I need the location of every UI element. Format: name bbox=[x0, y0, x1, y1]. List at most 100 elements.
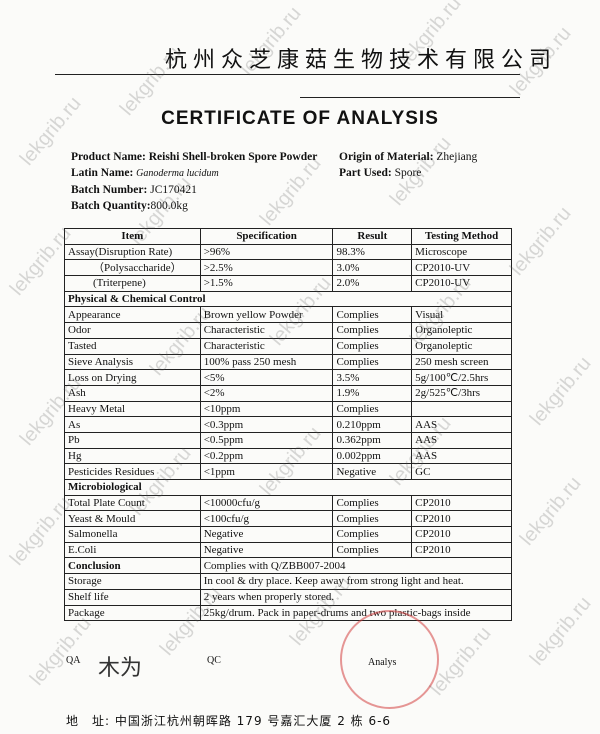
analyst-label: Analys bbox=[368, 657, 397, 668]
table-cell: Total Plate Count bbox=[64, 494, 201, 512]
table-cell: 3.5% bbox=[332, 369, 413, 386]
table-row: Total Plate Count <10000cfu/g Complies CP20… bbox=[64, 494, 512, 512]
table-cell: Heavy Metal bbox=[64, 400, 201, 418]
table-cell: Package bbox=[64, 604, 201, 622]
table-cell: Shelf life bbox=[64, 588, 201, 606]
company-name: 杭州众芝康菇生物技术有限公司 bbox=[165, 48, 558, 73]
table-cell: CP2010 bbox=[411, 510, 512, 528]
table-row: Pb <0.5ppm 0.362ppm AAS bbox=[64, 431, 512, 449]
table-cell: Tasted bbox=[64, 337, 201, 355]
table-cell: 2g/525℃/3hrs bbox=[411, 384, 512, 402]
watermark: lekgrib.ru bbox=[505, 202, 576, 280]
table-row: As <0.3ppm 0.210ppm AAS bbox=[64, 416, 512, 433]
watermark: lekgrib.ru bbox=[525, 352, 596, 430]
label: Origin of Material: bbox=[339, 151, 434, 163]
table-cell: Hg bbox=[64, 447, 201, 465]
table-row: Package 25kg/drum. Pack in paper-drums an… bbox=[64, 604, 513, 622]
column-header: Testing Method bbox=[411, 228, 512, 245]
latin-name: Ganoderma lucidum bbox=[136, 168, 219, 179]
table-cell: Complies bbox=[332, 337, 413, 355]
table-cell: Characteristic bbox=[199, 337, 334, 355]
table-cell: <0.5ppm bbox=[199, 431, 334, 449]
watermark: lekgrib.ru bbox=[25, 612, 96, 690]
qa-label: QA bbox=[66, 655, 81, 666]
table-cell: <0.2ppm bbox=[199, 447, 334, 465]
table-cell: Complies bbox=[332, 541, 413, 559]
label: Part Used: bbox=[339, 167, 392, 179]
origin: Zhejiang bbox=[436, 151, 478, 163]
table-cell: 100% pass 250 mesh bbox=[199, 353, 334, 371]
analysis-table: Item Specification Result Testing Method As… bbox=[64, 228, 513, 622]
table-cell: Complies bbox=[332, 306, 413, 324]
table-cell: <2% bbox=[199, 384, 334, 402]
table-cell: Conclusion bbox=[64, 557, 201, 575]
table-cell: Complies bbox=[332, 353, 413, 371]
table-cell: As bbox=[64, 416, 201, 433]
table-cell: Complies bbox=[332, 526, 413, 543]
table-cell: Characteristic bbox=[199, 322, 334, 339]
table-row: Storage In cool & dry place. Keep away fr… bbox=[64, 573, 513, 590]
table-cell: Physical & Chemical Control bbox=[64, 290, 512, 308]
watermark: lekgrib.ru bbox=[515, 472, 586, 550]
table-row: Odor Characteristic Complies Organoleptic bbox=[64, 322, 512, 339]
table-cell: Odor bbox=[64, 322, 201, 339]
table-cell: 5g/100℃/2.5hrs bbox=[411, 369, 512, 386]
table-row: Appearance Brown yellow Powder Complies Vis… bbox=[64, 306, 512, 324]
qa-signature: 木为 bbox=[98, 656, 143, 681]
table-cell: <1ppm bbox=[199, 463, 334, 480]
qc-label: QC bbox=[207, 655, 221, 666]
label: Batch Number: bbox=[71, 184, 148, 196]
table-row: Conclusion Complies with Q/ZBB007-2004 bbox=[64, 557, 513, 575]
table-cell: Negative bbox=[199, 526, 334, 543]
table-cell: 0.210ppm bbox=[332, 416, 413, 433]
header-rule bbox=[55, 74, 520, 75]
part-used: Spore bbox=[394, 167, 422, 179]
product-name: Reishi Shell-broken Spore Powder bbox=[148, 151, 318, 163]
table-cell: Ash bbox=[64, 384, 201, 402]
product-info: Product Name: Reishi Shell-broken Spore … bbox=[71, 149, 317, 214]
table-cell: （Polysaccharide） bbox=[64, 259, 201, 277]
table-cell: 2 years when properly stored. bbox=[199, 588, 513, 606]
table-cell: (Triterpene) bbox=[64, 275, 201, 292]
table-row: Assay(Disruption Rate) >96% 98.3% Microscop… bbox=[64, 243, 512, 261]
section-row: Microbiological bbox=[64, 479, 512, 496]
table-row: E.Coli Negative Complies CP2010 bbox=[64, 541, 512, 559]
table-row: Pesticides Residues <1ppm Negative GC bbox=[64, 463, 512, 480]
header-rule-2 bbox=[300, 97, 520, 98]
table-cell: 98.3% bbox=[332, 243, 413, 261]
table-cell: 3.0% bbox=[332, 259, 413, 277]
table-cell: <10000cfu/g bbox=[199, 494, 334, 512]
table-cell: Visual bbox=[411, 306, 512, 324]
table-cell: 0.002ppm bbox=[332, 447, 413, 465]
table-cell: CP2010 bbox=[411, 494, 512, 512]
column-header: Specification bbox=[199, 228, 334, 245]
table-cell: CP2010 bbox=[411, 541, 512, 559]
table-cell: E.Coli bbox=[64, 541, 201, 559]
table-cell: >2.5% bbox=[199, 259, 334, 277]
watermark: lekgrib.ru bbox=[525, 592, 596, 670]
table-row: Sieve Analysis 100% pass 250 mesh Complies… bbox=[64, 353, 512, 371]
table-cell: Appearance bbox=[64, 306, 201, 324]
address-footer: 地 址: 中国浙江杭州朝晖路 179 号嘉汇大厦 2 栋 6-6 bbox=[66, 714, 392, 728]
origin-info: Origin of Material: Zhejiang Part Used: … bbox=[339, 149, 477, 181]
table-cell: CP2010-UV bbox=[411, 275, 512, 292]
table-cell: Pesticides Residues bbox=[64, 463, 201, 480]
column-header: Result bbox=[332, 228, 413, 245]
section-row: Physical & Chemical Control bbox=[64, 290, 512, 308]
table-row: (Triterpene) >1.5% 2.0% CP2010-UV bbox=[64, 275, 512, 292]
table-cell: Complies bbox=[332, 322, 413, 339]
table-row: Yeast & Mould <100cfu/g Complies CP2010 bbox=[64, 510, 512, 528]
table-cell: 0.362ppm bbox=[332, 431, 413, 449]
table-cell: >96% bbox=[199, 243, 334, 261]
batch-quantity: 800.0kg bbox=[150, 200, 188, 212]
table-row: （Polysaccharide） >2.5% 3.0% CP2010-UV bbox=[64, 259, 512, 277]
table-cell: AAS bbox=[411, 431, 512, 449]
table-cell: <0.3ppm bbox=[199, 416, 334, 433]
table-row: Heavy Metal <10ppm Complies bbox=[64, 400, 512, 418]
table-row: Shelf life 2 years when properly stored. bbox=[64, 588, 513, 606]
table-cell: Negative bbox=[199, 541, 334, 559]
table-cell: CP2010 bbox=[411, 526, 512, 543]
table-cell: Yeast & Mould bbox=[64, 510, 201, 528]
table-cell: Loss on Drying bbox=[64, 369, 201, 386]
